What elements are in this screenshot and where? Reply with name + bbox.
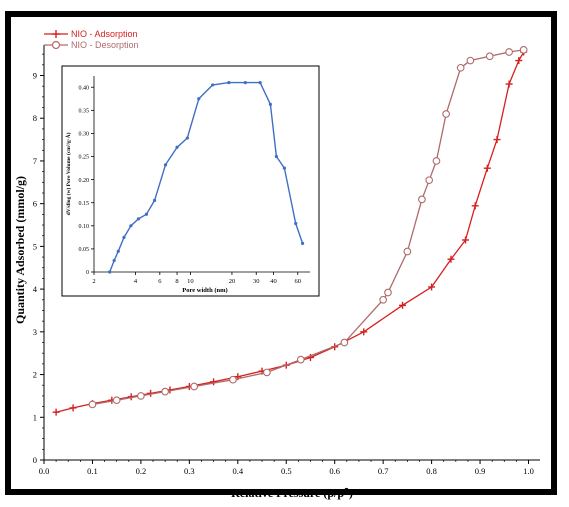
main-y-tick-label: 5 xyxy=(33,241,37,251)
main-x-tick-label: 0.5 xyxy=(281,466,292,476)
inset-x-tick-label: 60 xyxy=(295,278,302,285)
main-x-tick-label: 0.8 xyxy=(426,466,437,476)
inset-x-axis-label: Pore width (nm) xyxy=(182,287,227,294)
main-x-tick-label: 0.6 xyxy=(329,466,340,476)
desorption-point xyxy=(190,382,199,391)
desorption-point xyxy=(442,110,450,118)
pore-distribution-point xyxy=(185,136,189,140)
pore-distribution-point xyxy=(144,212,149,216)
desorption-point xyxy=(384,288,392,297)
desorption-point xyxy=(505,48,513,56)
inset-y-tick-label: 0.40 xyxy=(79,85,90,91)
main-y-tick-label: 0 xyxy=(33,455,37,465)
main-y-tick-label: 8 xyxy=(33,113,37,123)
inset-y-tick-label: 0.05 xyxy=(79,247,90,253)
pore-distribution-point xyxy=(163,163,168,167)
desorption-point xyxy=(161,387,169,396)
main-x-tick-label: 0.1 xyxy=(87,466,98,476)
pore-distribution-point xyxy=(211,83,215,87)
desorption-point xyxy=(456,63,465,72)
desorption-point xyxy=(340,338,349,347)
main-y-tick-label: 3 xyxy=(33,327,37,337)
inset-x-tick-label: 2 xyxy=(92,278,95,285)
main-y-axis-label: Quantity Adsorbed (mmol/g) xyxy=(13,176,27,324)
desorption-point xyxy=(88,400,97,409)
inset-x-tick-label: 20 xyxy=(229,278,236,285)
pore-distribution-point xyxy=(282,166,286,170)
inset-y-tick-label: 0.20 xyxy=(79,178,90,184)
main-x-tick-label: 0.4 xyxy=(232,466,243,476)
main-y-tick-label: 1 xyxy=(33,412,37,422)
pore-distribution-point xyxy=(268,102,273,106)
pore-distribution-point xyxy=(175,145,179,149)
main-x-tick-label: 0.3 xyxy=(184,466,195,476)
pore-distribution-point xyxy=(274,154,278,159)
inset-axis-ticks: 2 4 6 8 10 20 30 40 60 0 0.05 0.10 0.15 0.20 0.25 0.30 0… xyxy=(79,85,302,285)
inset-y-tick-label: 0.35 xyxy=(79,109,90,115)
inset-y-tick-label: 0.15 xyxy=(79,201,90,207)
pore-distribution-point xyxy=(112,258,116,263)
inset-chart: 2 4 6 8 10 20 30 40 60 0 0.05 0.10 0.15 0.20 0.25 0.30 0… xyxy=(61,65,320,297)
pore-distribution-point xyxy=(258,81,262,85)
legend-desorption-label: NIO - Desorption xyxy=(71,40,139,50)
pore-distribution-point xyxy=(227,81,231,85)
main-y-tick-label: 7 xyxy=(33,156,37,166)
inset-y-tick-label: 0 xyxy=(86,270,89,276)
main-y-tick-label: 6 xyxy=(33,199,37,209)
main-axis-ticks: 0.0 0.1 0.2 0.3 0.4 0.5 0.6 0.7 0.8 0.9 1.0 0 1 2 3 4 5 6… xyxy=(33,53,534,476)
main-y-tick-label: 4 xyxy=(33,284,38,294)
desorption-point xyxy=(466,56,475,65)
desorption-point xyxy=(112,396,121,405)
desorption-point xyxy=(229,375,237,384)
desorption-point xyxy=(137,392,145,400)
desorption-point xyxy=(379,295,388,304)
inset-x-tick-label: 4 xyxy=(134,278,138,285)
inset-x-tick-label: 40 xyxy=(270,278,277,285)
main-x-tick-label: 0.7 xyxy=(378,466,389,476)
desorption-point xyxy=(425,176,434,185)
desorption-point xyxy=(296,355,305,364)
main-y-tick-label: 9 xyxy=(33,71,37,81)
pore-distribution-point xyxy=(197,97,201,101)
inset-y-tick-label: 0.10 xyxy=(79,224,90,230)
pore-distribution-point xyxy=(116,249,120,253)
desorption-point xyxy=(485,52,494,61)
pore-distribution-point xyxy=(294,221,298,226)
legend-item-desorption: NIO - Desorption xyxy=(44,40,139,50)
desorption-point xyxy=(432,157,441,165)
desorption-point xyxy=(263,368,271,377)
main-x-tick-label: 0.2 xyxy=(136,466,147,476)
main-x-tick-label: 0.0 xyxy=(39,466,50,476)
inset-frame xyxy=(61,65,320,297)
legend-desorption-marker xyxy=(51,40,61,50)
main-y-tick-label: 2 xyxy=(33,370,37,380)
main-x-tick-label: 1.0 xyxy=(523,466,534,476)
main-series-group xyxy=(52,46,528,416)
main-x-axis-label: Relative Pressure (p/p⁰) xyxy=(231,486,353,500)
pore-distribution-point xyxy=(153,198,157,203)
legend-adsorption-label: NIO - Adsorption xyxy=(71,29,138,39)
inset-y-tick-label: 0.30 xyxy=(79,132,90,138)
desorption-point xyxy=(519,46,528,54)
main-x-tick-label: 0.9 xyxy=(475,466,486,476)
pore-distribution-point xyxy=(108,270,112,274)
legend: NIO - Adsorption NIO - Desorption xyxy=(44,29,139,50)
pore-distribution-point xyxy=(300,241,305,245)
inset-x-tick-label: 6 xyxy=(158,278,162,285)
inset-x-tick-label: 30 xyxy=(253,278,260,285)
desorption-point xyxy=(403,247,412,256)
inset-x-tick-label: 8 xyxy=(175,278,178,285)
pore-distribution-point xyxy=(122,235,126,239)
pore-distribution-point xyxy=(136,217,141,221)
desorption-point xyxy=(418,195,426,204)
inset-y-tick-label: 0.25 xyxy=(79,155,90,161)
pore-distribution-point xyxy=(129,224,133,228)
legend-item-adsorption: NIO - Adsorption xyxy=(44,29,138,39)
inset-x-tick-label: 10 xyxy=(187,278,194,285)
inset-y-axis-label: dV/dlog (w) Pore Volume (cm³/g·Å) xyxy=(64,132,72,215)
pore-distribution-point xyxy=(243,81,247,85)
inset-series-group xyxy=(108,81,305,274)
